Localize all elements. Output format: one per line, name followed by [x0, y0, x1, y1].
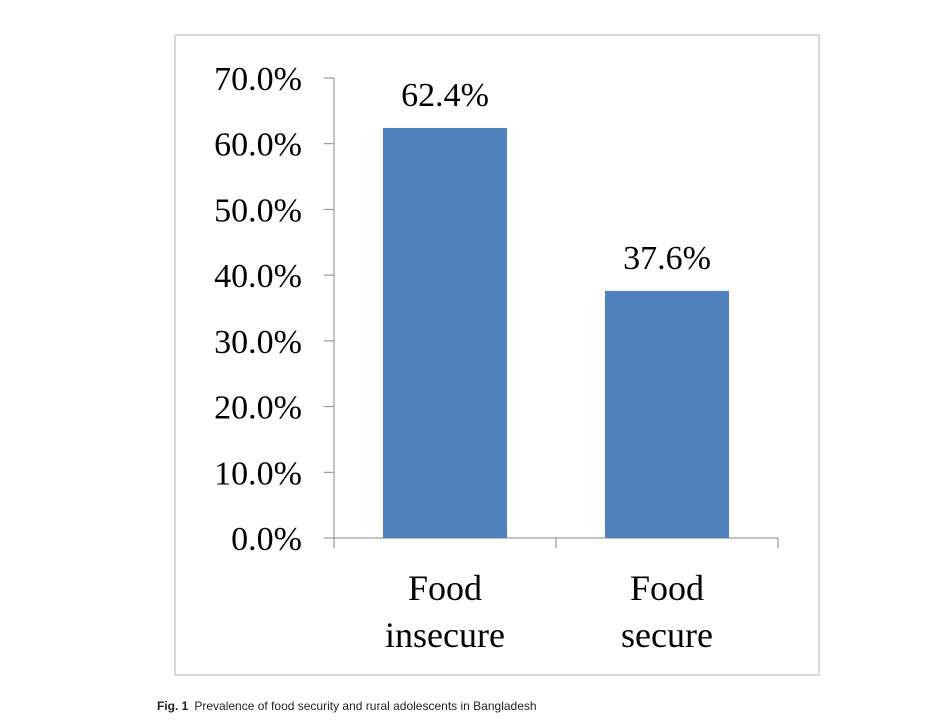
- y-tick-label: 40.0%: [214, 258, 302, 295]
- figure-number: Fig. 1: [157, 699, 189, 713]
- bar: [383, 127, 507, 538]
- y-tick-label: 20.0%: [214, 390, 302, 427]
- x-category-label: Food: [408, 568, 482, 608]
- y-tick-label: 0.0%: [231, 521, 302, 558]
- data-label: 62.4%: [401, 77, 489, 114]
- chart-frame: 0.0% 10.0% 20.0% 30.0% 40.0% 50.0% 60.0% 70.0% 6…: [174, 34, 820, 676]
- x-category-label: insecure: [385, 615, 505, 655]
- y-tick-label: 50.0%: [214, 192, 302, 229]
- bar-chart: 0.0% 10.0% 20.0% 30.0% 40.0% 50.0% 60.0% 70.0% 6…: [214, 61, 779, 655]
- bar: [605, 290, 729, 538]
- y-tick-label: 60.0%: [214, 127, 302, 164]
- figure-caption: Fig. 1 Prevalence of food security and ru…: [157, 699, 537, 713]
- y-tick-label: 10.0%: [214, 455, 302, 492]
- data-label: 37.6%: [623, 240, 711, 277]
- x-category-label: Food: [630, 568, 704, 608]
- x-category-label: secure: [621, 615, 713, 655]
- y-tick-label: 30.0%: [214, 324, 302, 361]
- y-tick-label: 70.0%: [214, 61, 302, 98]
- figure-caption-text: Prevalence of food security and rural ad…: [194, 699, 537, 713]
